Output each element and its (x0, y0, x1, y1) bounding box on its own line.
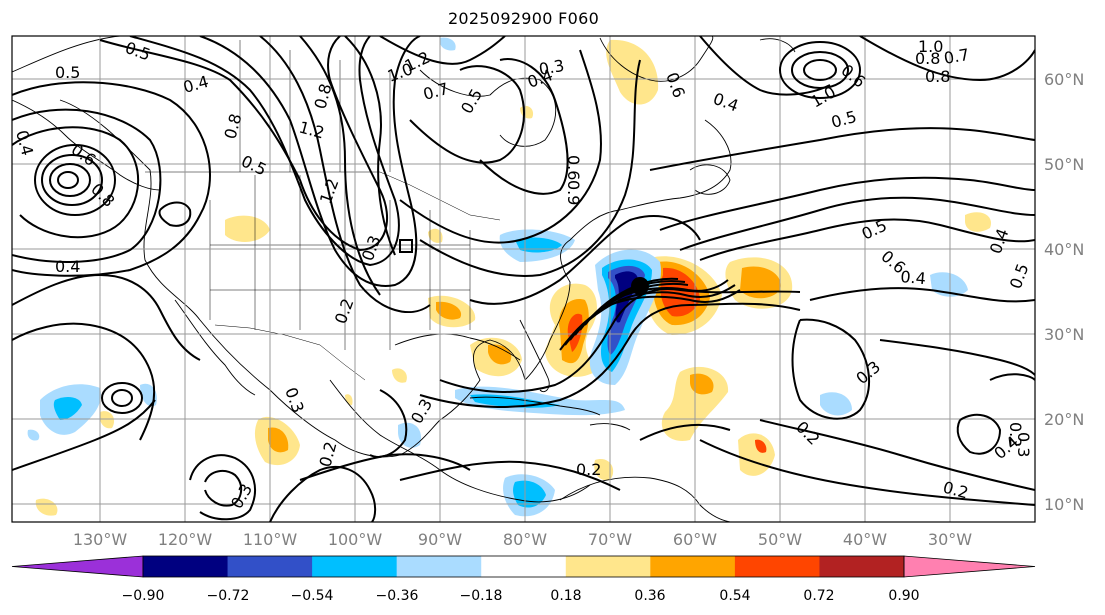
colorbar-extend-max (903, 555, 1036, 578)
lon-label: 110°W (243, 530, 298, 549)
shade-positive (690, 373, 714, 395)
colorbar-tick: −0.54 (291, 588, 334, 604)
shade-positive (965, 212, 991, 232)
map-title: 2025092900 F060 (447, 9, 600, 28)
colorbar-tick: 0.36 (634, 588, 665, 604)
contour-label: 0.4 (55, 257, 80, 276)
colorbar-tick: 0.18 (550, 588, 581, 604)
lat-label: 10°N (1044, 495, 1084, 514)
colorbar-tick: 0.72 (803, 588, 834, 604)
contour-label: 0.3 (1014, 432, 1033, 457)
state-lines (209, 175, 471, 350)
colorbar-tick: 0.54 (719, 588, 750, 604)
lon-label: 30°W (928, 530, 972, 549)
border-us-mexico (214, 324, 366, 381)
contour-label: 1.0 (918, 37, 943, 56)
lat-label: 50°N (1044, 155, 1084, 174)
lat-label: 30°N (1044, 325, 1084, 344)
colorbar-tick: −0.36 (376, 588, 419, 604)
contour-label: 0.6 (564, 155, 583, 180)
coastline-cuba (469, 396, 601, 416)
shade-positive (99, 411, 115, 429)
storm-center-marker (631, 277, 649, 295)
colorbar-ticks: −0.90 −0.72 −0.54 −0.36 −0.18 0.18 0.36 … (122, 588, 920, 604)
border-us-canada (145, 171, 501, 221)
coastline-gulf (394, 333, 521, 361)
contour-label: 0.9 (564, 180, 583, 205)
shade-negative (53, 397, 82, 420)
lon-label: 40°W (843, 530, 887, 549)
colorbar-tick: −0.90 (122, 588, 165, 604)
shade-positive (436, 301, 462, 320)
coastline-south-america (559, 476, 731, 522)
contour-label: 0.3 (537, 56, 565, 79)
colorbar-segment (143, 556, 229, 577)
contour-label: 0.8 (925, 67, 950, 86)
colorbar-tick: 0.90 (888, 588, 919, 604)
shade-positive (268, 427, 289, 453)
colorbar-segment (312, 556, 398, 577)
shade-positive (488, 344, 512, 365)
shade-negative (513, 480, 546, 508)
coastline-hudson-bay (419, 69, 557, 147)
coastline-north-america (12, 36, 732, 458)
lat-label: 40°N (1044, 240, 1084, 259)
lon-labels: 130°W 120°W 110°W 100°W 90°W 80°W 70°W 6… (73, 530, 972, 549)
lon-label: 120°W (158, 530, 213, 549)
shade-positive (606, 39, 659, 105)
colorbar-extend-min (11, 555, 144, 578)
colorbar-tick: −0.72 (207, 588, 250, 604)
lon-label: 100°W (328, 530, 383, 549)
colorbar-segment (481, 556, 567, 577)
lon-label: 130°W (73, 530, 128, 549)
lon-label: 60°W (673, 530, 717, 549)
colorbar-segment (734, 556, 820, 577)
contour-label: 0.4 (900, 267, 927, 288)
contour-label: 0.2 (576, 460, 601, 479)
colorbar-segment (396, 556, 482, 577)
lon-label: 50°W (758, 530, 802, 549)
coastline-baja (174, 299, 256, 396)
contour-label: 0.8 (915, 49, 940, 68)
lat-labels: 60°N 50°N 40°N 30°N 20°N 10°N (1044, 70, 1084, 514)
shade-positive (392, 368, 407, 383)
coastline-florida (519, 319, 550, 393)
shade-positive (225, 215, 270, 242)
contour-label: 0.2 (1006, 422, 1025, 447)
contour-label: 0.5 (55, 63, 80, 82)
colorbar: −0.90 −0.72 −0.54 −0.36 −0.18 0.18 0.36 … (11, 555, 1036, 604)
colorbar-segment (227, 556, 313, 577)
shade-positive (428, 228, 443, 243)
colorbar-segment (819, 556, 905, 577)
coastline-newfoundland (689, 164, 731, 195)
shade-positive (35, 498, 58, 516)
colorbar-tick: −0.18 (460, 588, 503, 604)
lon-label: 90°W (418, 530, 462, 549)
shade-positive (594, 459, 614, 481)
shade-negative (455, 386, 625, 416)
lon-label: 80°W (503, 530, 547, 549)
map-area: 0.5 0.5 0.4 0.4 0.6 0.8 0.4 0.8 0.5 1.2 … (12, 36, 1035, 522)
graticule (12, 36, 1035, 522)
lat-label: 20°N (1044, 410, 1084, 429)
lon-label: 70°W (588, 530, 632, 549)
shade-positive (755, 439, 767, 453)
lat-label: 60°N (1044, 70, 1084, 89)
contour-lines (12, 36, 1035, 522)
coastline-hispaniola (589, 423, 631, 431)
shade-negative (820, 392, 852, 416)
coastline-alaska (12, 99, 161, 191)
colorbar-segment (650, 556, 736, 577)
shade-positive (740, 266, 781, 299)
map-frame (11, 35, 1036, 523)
colorbar-segment (565, 556, 651, 577)
shade-negative (440, 37, 456, 51)
contour-label: 0.7 (942, 45, 970, 68)
shade-negative (27, 429, 40, 441)
